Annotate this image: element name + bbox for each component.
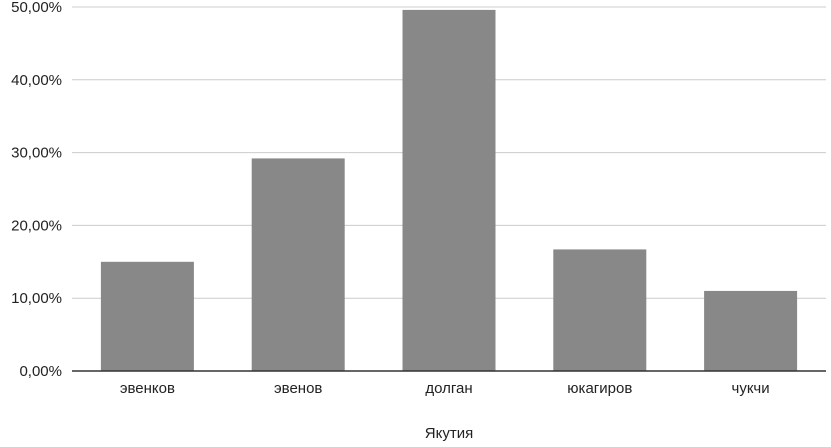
y-tick-labels: 0,00% 10,00% 20,00% 30,00% 40,00% 50,00%	[11, 0, 62, 380]
y-tick-label: 10,00%	[11, 290, 62, 307]
bar	[251, 158, 345, 371]
y-tick-label: 20,00%	[11, 217, 62, 234]
y-tick-label: 0,00%	[19, 363, 62, 380]
x-tick-label: долган	[425, 380, 472, 397]
bar	[553, 249, 647, 371]
y-tick-label: 50,00%	[11, 0, 62, 16]
x-tick-label: эвенов	[274, 380, 322, 397]
bars	[100, 9, 798, 372]
y-tick-label: 40,00%	[11, 72, 62, 89]
x-tick-label: эвенков	[120, 380, 175, 397]
y-tick-label: 30,00%	[11, 145, 62, 162]
x-tick-label: чукчи	[732, 380, 770, 397]
x-tick-label: юкагиров	[567, 380, 632, 397]
x-tick-labels: эвенков эвенов долган юкагиров чукчи	[120, 380, 770, 397]
bar	[402, 9, 496, 372]
x-axis-title: Якутия	[425, 425, 473, 442]
bar	[704, 290, 798, 371]
bar	[100, 261, 194, 371]
